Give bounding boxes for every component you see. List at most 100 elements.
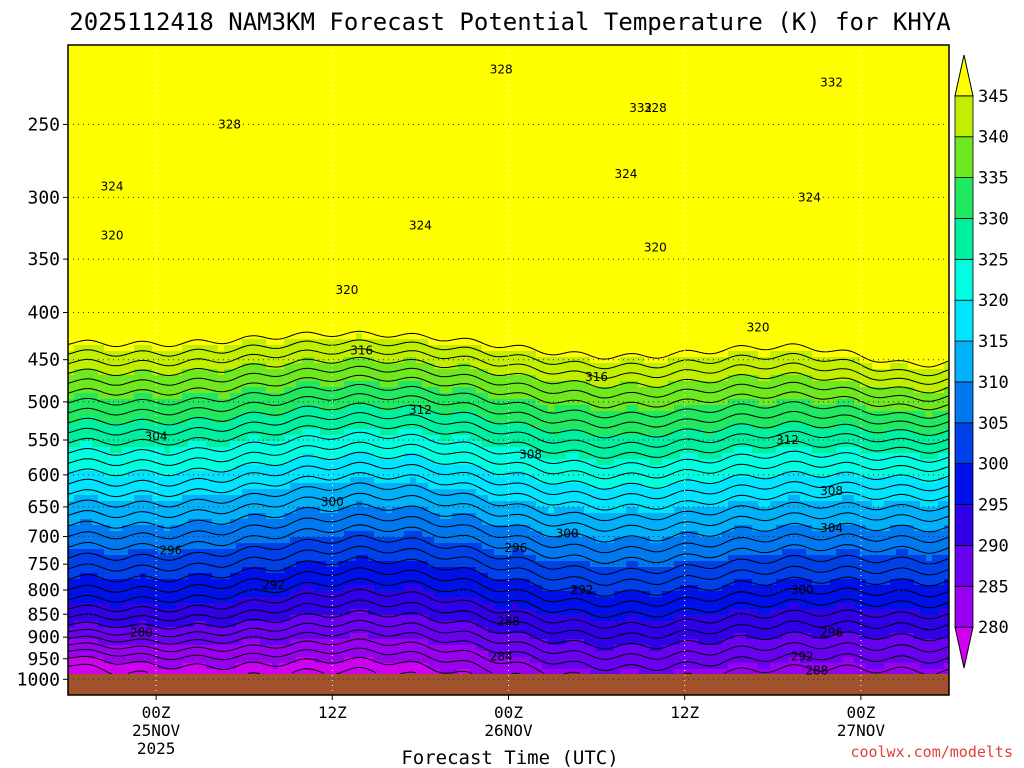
field-cell xyxy=(716,105,723,112)
field-cell xyxy=(668,93,675,100)
field-cell xyxy=(392,135,399,142)
field-cell xyxy=(578,87,585,94)
field-cell xyxy=(164,183,171,190)
field-cell xyxy=(374,153,381,160)
field-cell xyxy=(428,51,435,58)
field-cell xyxy=(368,147,375,154)
field-cell xyxy=(140,147,147,154)
field-cell xyxy=(710,159,717,166)
field-cell xyxy=(752,51,759,58)
field-cell xyxy=(608,75,615,82)
field-cell xyxy=(446,111,453,118)
field-cell xyxy=(752,165,759,172)
field-cell xyxy=(86,171,93,178)
field-cell xyxy=(698,183,705,190)
field-cell xyxy=(476,231,483,238)
field-cell xyxy=(374,141,381,148)
field-cell xyxy=(122,81,129,88)
field-cell xyxy=(770,183,777,190)
field-cell xyxy=(284,93,291,100)
field-cell xyxy=(428,147,435,154)
field-cell xyxy=(854,75,861,82)
field-cell xyxy=(848,81,855,88)
field-cell xyxy=(944,171,949,178)
field-cell xyxy=(476,237,483,244)
field-cell xyxy=(212,93,219,100)
field-cell xyxy=(248,111,255,118)
field-cell xyxy=(782,105,789,112)
field-cell xyxy=(854,219,861,226)
field-cell xyxy=(302,141,309,148)
field-cell xyxy=(548,45,555,52)
field-cell xyxy=(668,207,675,214)
field-cell xyxy=(866,171,873,178)
field-cell xyxy=(428,219,435,226)
field-cell xyxy=(74,63,81,70)
field-cell xyxy=(344,135,351,142)
field-cell xyxy=(314,63,321,70)
field-cell xyxy=(920,129,927,136)
field-cell xyxy=(704,237,711,244)
field-cell xyxy=(74,147,81,154)
field-cell xyxy=(320,141,327,148)
field-cell xyxy=(506,57,513,64)
field-cell xyxy=(662,57,669,64)
field-cell xyxy=(842,207,849,214)
field-cell xyxy=(644,141,651,148)
field-cell xyxy=(422,123,429,130)
field-cell xyxy=(296,57,303,64)
field-cell xyxy=(614,219,621,226)
field-cell xyxy=(662,201,669,208)
field-cell xyxy=(902,165,909,172)
field-cell xyxy=(584,213,591,220)
field-cell xyxy=(560,165,567,172)
field-cell xyxy=(362,57,369,64)
field-cell xyxy=(128,219,135,226)
field-cell xyxy=(854,87,861,94)
field-cell xyxy=(68,57,75,64)
field-cell xyxy=(98,129,105,136)
field-cell xyxy=(854,129,861,136)
field-cell xyxy=(836,57,843,64)
field-cell xyxy=(536,231,543,238)
field-cell xyxy=(428,63,435,70)
field-cell xyxy=(80,153,87,160)
field-cell xyxy=(476,45,483,52)
field-cell xyxy=(854,195,861,202)
field-cell xyxy=(542,63,549,70)
field-cell xyxy=(68,231,75,238)
field-cell xyxy=(134,123,141,130)
field-cell xyxy=(380,81,387,88)
field-cell xyxy=(866,57,873,64)
field-cell xyxy=(452,219,459,226)
field-cell xyxy=(476,171,483,178)
field-cell xyxy=(464,225,471,232)
field-cell xyxy=(224,93,231,100)
field-cell xyxy=(680,99,687,106)
field-cell xyxy=(272,135,279,142)
field-cell xyxy=(728,105,735,112)
field-cell xyxy=(788,135,795,142)
field-cell xyxy=(164,135,171,142)
field-cell xyxy=(446,153,453,160)
field-cell xyxy=(194,243,201,250)
field-cell xyxy=(602,231,609,238)
field-cell xyxy=(902,63,909,70)
field-cell xyxy=(860,231,867,238)
field-cell xyxy=(680,165,687,172)
field-cell xyxy=(746,183,753,190)
field-cell xyxy=(842,111,849,118)
field-cell xyxy=(812,51,819,58)
field-cell xyxy=(632,69,639,76)
field-cell xyxy=(482,189,489,196)
field-cell xyxy=(284,171,291,178)
field-cell xyxy=(476,75,483,82)
field-cell xyxy=(464,153,471,160)
field-cell xyxy=(488,81,495,88)
field-cell xyxy=(608,183,615,190)
field-cell xyxy=(206,123,213,130)
field-cell xyxy=(692,129,699,136)
field-cell xyxy=(584,129,591,136)
field-cell xyxy=(554,123,561,130)
field-cell xyxy=(584,201,591,208)
